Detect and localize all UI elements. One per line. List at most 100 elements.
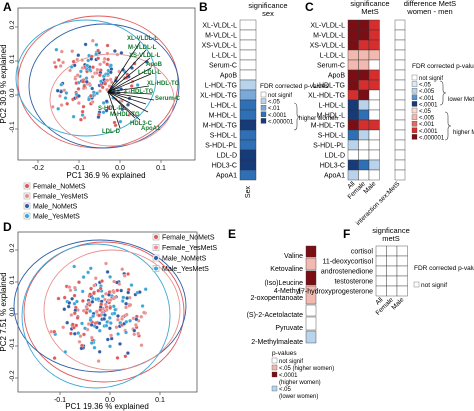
pca-a-point: [84, 76, 89, 81]
heat-cell: [368, 89, 380, 101]
interaction-cell: [394, 49, 406, 61]
y-tick-label: -0.1: [9, 338, 16, 350]
pca-a-point: [76, 101, 81, 106]
legend-swatch: [271, 357, 278, 364]
heat-cell: [347, 79, 359, 91]
heat-cell: [368, 39, 380, 51]
heat-cell: [347, 69, 359, 81]
pca-a-point: [76, 94, 81, 98]
heat-cell: [347, 49, 359, 61]
pca-d-point: [88, 292, 93, 297]
panel-label-e: E: [228, 227, 236, 241]
heat-cell: [305, 285, 317, 305]
pca-d-point: [94, 325, 99, 330]
pca-d-point: [96, 296, 101, 301]
pca-d-point: [89, 286, 94, 291]
interaction-cell: [394, 19, 406, 31]
legend-brace: [293, 102, 301, 131]
legend-swatch: [411, 134, 418, 140]
pca-a-point: [69, 65, 74, 69]
legend-swatch: [413, 281, 420, 288]
heat-cell: [396, 265, 408, 277]
legend-label: Male_YesMetS: [33, 214, 80, 221]
row-label: L-LDL-L: [320, 53, 345, 60]
pca-a-point: [119, 50, 124, 55]
pca-d-point: [104, 323, 109, 328]
pca-a-point: [82, 115, 87, 120]
loading-arrow: [107, 41, 141, 93]
pca-a-point: [80, 109, 85, 114]
legend-item: <.005: [419, 89, 435, 95]
pca-d-ellipse: [13, 239, 187, 373]
pca-d-frame: [17, 231, 198, 393]
pca-d-point: [124, 319, 129, 324]
loading-label: HDL3-C: [130, 121, 153, 127]
heat-cell: [368, 139, 380, 151]
pca-d-points: [49, 261, 148, 364]
legend-item: <.0001: [268, 113, 287, 119]
x-tick-label: -0.1: [54, 397, 66, 404]
heat-cell: [358, 59, 370, 71]
legend-b: FDR corrected p-values not signif<.05<.01…: [260, 83, 338, 131]
pca-a-point: [52, 60, 57, 65]
pca-d-point: [74, 323, 79, 328]
legend-title: FDR corrected p-values: [412, 63, 474, 70]
pca-a-point: [102, 60, 107, 65]
pca-a-point: [58, 64, 63, 68]
heat-cell: [386, 285, 398, 297]
legend-item: <.05: [419, 83, 432, 89]
pca-d-point: [69, 313, 74, 317]
heat-cell: [368, 49, 380, 61]
pca-d-point: [74, 299, 79, 304]
row-label: M-HDL-L: [209, 113, 237, 120]
pca-a-point: [59, 103, 64, 108]
pca-d-point: [72, 285, 77, 290]
pca-a-point: [127, 112, 132, 117]
pca-d-point: [124, 301, 129, 306]
x-tick-label: 0.1: [155, 397, 165, 404]
heat-cell: [368, 99, 380, 111]
pca-d-point: [104, 307, 109, 312]
pca-a-point: [126, 102, 130, 107]
legend-item: <.000001: [419, 135, 445, 141]
interaction-cell: [394, 79, 406, 91]
heat-cell: [239, 79, 257, 91]
pca-d-point: [108, 321, 113, 326]
heat-cell: [305, 304, 317, 317]
x-tick-label: 0.0: [105, 397, 115, 404]
interaction-cell: [394, 69, 406, 81]
heat-cell: [396, 255, 408, 267]
pca-a-point: [72, 63, 77, 68]
heat-cell: [347, 119, 359, 131]
legend-item: <.001: [419, 96, 435, 102]
legend-swatch: [271, 385, 278, 392]
panel-c-subtitle: MetS: [361, 7, 379, 16]
row-label: 2-oxopentanoate: [250, 295, 303, 302]
pca-d-point: [115, 317, 120, 322]
pca-a-point: [98, 62, 103, 67]
panel-b-subtitle: sex: [262, 9, 274, 18]
pca-d-point: [77, 339, 82, 344]
pca-a-point: [90, 38, 95, 43]
legend-swatch: [260, 118, 267, 124]
column-label: All: [374, 296, 384, 306]
legend-higher: higher MetS: [453, 130, 474, 136]
pca-a-point: [90, 74, 95, 79]
pca-a-point: [120, 107, 125, 112]
legend-label: Female_YesMetS: [162, 245, 217, 252]
pca-d-point: [112, 295, 117, 300]
pca-d-point: [92, 345, 97, 350]
heat-cell: [368, 29, 380, 41]
legend-item: (lower women): [279, 394, 318, 400]
pca-a-point: [135, 83, 140, 87]
pca-a-point: [129, 84, 134, 88]
loading-label: L-HDL-TG: [125, 89, 154, 95]
legend-item: <.05: [279, 387, 292, 393]
row-label: cortisol: [351, 249, 374, 256]
heat-cell: [368, 59, 380, 71]
pca-a-point: [107, 84, 112, 89]
heat-cell: [347, 89, 359, 101]
pca-d-y-ticks: -0.2 -0.1 0.0 0.1 0.2: [9, 243, 18, 382]
